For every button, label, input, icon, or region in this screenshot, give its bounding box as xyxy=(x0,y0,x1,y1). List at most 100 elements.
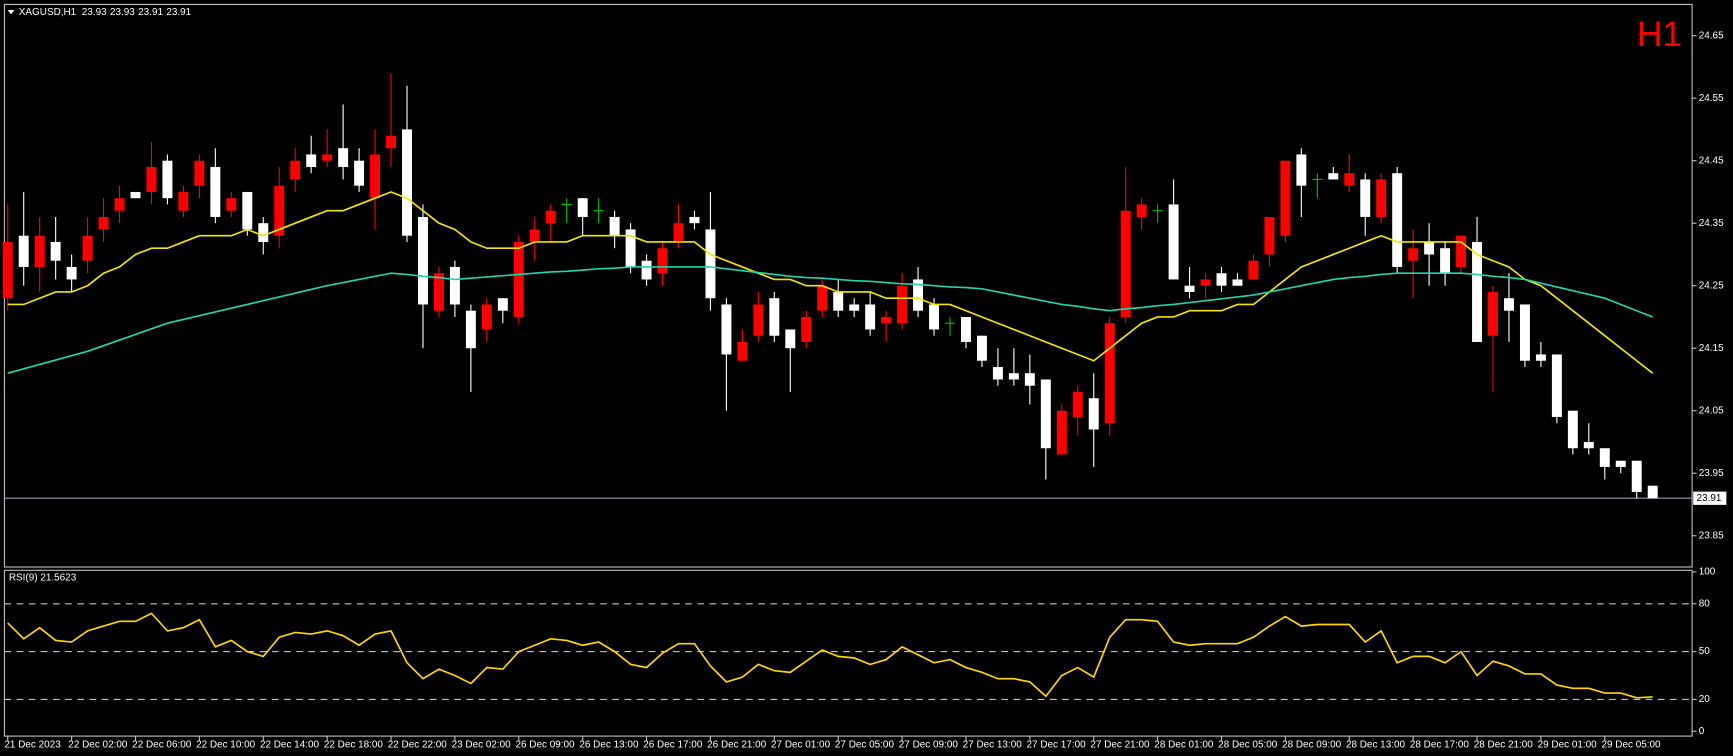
candle-body xyxy=(1503,298,1514,311)
candle-body xyxy=(497,298,508,311)
rsi-title: RSI(9) 21.5623 xyxy=(9,573,77,584)
candle-body xyxy=(897,285,908,324)
candle-body xyxy=(194,160,205,186)
y-tick-label: 24.45 xyxy=(1699,155,1724,166)
candle-body xyxy=(737,341,748,361)
candle-body xyxy=(673,223,684,242)
x-tick-label: 27 Dec 05:00 xyxy=(835,740,895,751)
candle-body xyxy=(226,198,237,211)
candle-body xyxy=(1248,260,1259,280)
x-tick-label: 28 Dec 21:00 xyxy=(1474,740,1534,751)
header-open: 23.93 xyxy=(82,7,107,18)
candle-body xyxy=(1184,285,1195,292)
price-label-box xyxy=(1693,491,1727,505)
candle-body xyxy=(1535,354,1546,361)
candle-body xyxy=(513,241,524,317)
header-high: 23.93 xyxy=(110,7,135,18)
candle-body xyxy=(417,216,428,305)
candle-body xyxy=(82,235,93,261)
candle-body xyxy=(1344,173,1355,186)
candle-body xyxy=(1440,248,1451,274)
candle-body xyxy=(210,166,221,217)
candle-body xyxy=(1551,354,1562,417)
moving-average xyxy=(7,266,1654,375)
candle-body xyxy=(18,235,29,267)
candle-body xyxy=(1424,241,1435,255)
candle-body xyxy=(50,241,61,261)
candle-body xyxy=(1216,273,1227,286)
candle-body xyxy=(178,191,189,211)
candle-body xyxy=(577,198,588,217)
candle-body xyxy=(1072,391,1083,417)
candle-body xyxy=(481,304,492,330)
x-tick-label: 27 Dec 17:00 xyxy=(1027,740,1087,751)
y-tick-label: 24.35 xyxy=(1699,218,1724,229)
candle-body xyxy=(1328,173,1339,180)
candle-body xyxy=(1615,460,1626,467)
x-tick-label: 29 Dec 01:00 xyxy=(1538,740,1598,751)
candle-body xyxy=(1583,441,1594,449)
candle-body xyxy=(865,304,876,330)
x-tick-label: 28 Dec 05:00 xyxy=(1218,740,1278,751)
candle-body xyxy=(1392,173,1403,267)
candle-body xyxy=(1408,248,1419,261)
candle-body xyxy=(386,135,397,149)
candle-body xyxy=(992,366,1003,380)
candle-body xyxy=(1360,179,1371,217)
candle-body xyxy=(449,266,460,305)
candle-body xyxy=(849,304,860,311)
candle-body xyxy=(1456,235,1467,267)
candle-body xyxy=(1088,398,1099,430)
y-tick-label: 24.55 xyxy=(1699,93,1724,104)
y-tick-label: 50 xyxy=(1699,646,1711,657)
x-tick-label: 26 Dec 09:00 xyxy=(515,740,575,751)
candle-body xyxy=(801,316,812,342)
rsi-panel-frame xyxy=(3,569,1693,737)
candle-body xyxy=(402,129,412,236)
x-tick-label: 28 Dec 17:00 xyxy=(1410,740,1470,751)
candle-body xyxy=(1472,241,1483,342)
candle-body xyxy=(1599,448,1610,467)
candle-body xyxy=(1104,323,1115,424)
candle-body xyxy=(817,285,828,311)
candle-body xyxy=(689,216,700,224)
candle-body xyxy=(130,191,141,199)
x-tick-label: 22 Dec 02:00 xyxy=(68,740,128,751)
candle-body xyxy=(322,154,333,161)
x-tick-label: 28 Dec 09:00 xyxy=(1282,740,1342,751)
candle-body xyxy=(833,291,844,311)
x-tick-label: 26 Dec 17:00 xyxy=(643,740,703,751)
candle-body xyxy=(1120,210,1131,317)
menu-triangle xyxy=(7,9,15,15)
candle-body xyxy=(657,248,668,274)
x-tick-label: 29 Dec 05:00 xyxy=(1601,740,1661,751)
chart-header: XAGUSD,H1 23.93 23.93 23.91 23.91 xyxy=(19,7,192,18)
candle-body xyxy=(1567,410,1578,449)
y-tick-label: 100 xyxy=(1699,567,1716,578)
candle-body xyxy=(98,216,109,230)
candle-body xyxy=(769,298,780,336)
x-tick-label: 22 Dec 14:00 xyxy=(260,740,320,751)
candle-body xyxy=(785,329,796,349)
y-tick-label: 24.15 xyxy=(1699,343,1724,354)
candle-body xyxy=(625,229,636,267)
timeframe-label: H1 xyxy=(1637,15,1682,54)
x-tick-label: 21 Dec 2023 xyxy=(4,740,61,751)
rsi-line xyxy=(7,612,1653,699)
candle-body xyxy=(1136,204,1147,217)
candle-body xyxy=(529,229,540,242)
candle-body xyxy=(1296,154,1307,186)
candle-body xyxy=(1519,304,1530,361)
x-tick-label: 22 Dec 22:00 xyxy=(388,740,448,751)
y-tick-label: 24.65 xyxy=(1699,30,1724,41)
moving-average xyxy=(7,191,1654,374)
header-close: 23.91 xyxy=(166,7,191,18)
candle-body xyxy=(1631,460,1642,492)
candle-body xyxy=(162,160,173,199)
y-tick-label: 23.85 xyxy=(1699,530,1724,541)
candle-body xyxy=(1040,379,1051,449)
candle-body xyxy=(1200,279,1211,286)
candle-body xyxy=(1647,485,1658,499)
